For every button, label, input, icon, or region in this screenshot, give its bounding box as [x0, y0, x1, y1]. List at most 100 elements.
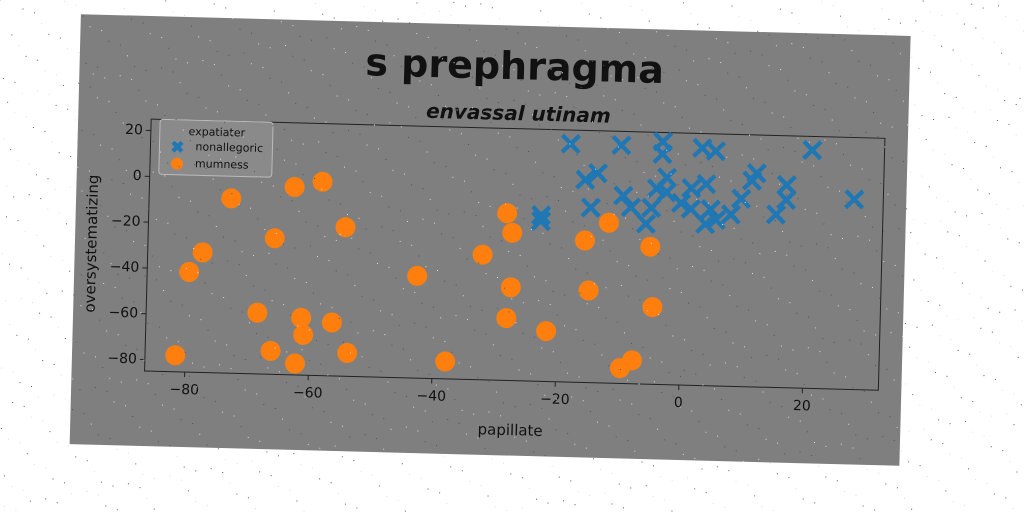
noise	[707, 202, 709, 204]
noise	[324, 236, 326, 238]
noise	[982, 7, 984, 9]
point	[598, 212, 619, 233]
y-tick-label: −80	[107, 351, 137, 368]
noise	[238, 264, 240, 266]
noise	[606, 203, 608, 205]
noise	[14, 112, 16, 114]
noise	[569, 83, 571, 85]
noise	[466, 258, 468, 260]
noise	[312, 292, 314, 294]
noise	[178, 196, 180, 198]
noise	[509, 136, 511, 138]
noise	[823, 223, 825, 225]
noise	[517, 32, 519, 34]
noise	[186, 92, 188, 94]
noise	[54, 188, 56, 190]
noise	[44, 130, 46, 132]
noise	[550, 68, 552, 70]
noise	[75, 456, 77, 458]
noise	[859, 458, 861, 460]
noise	[698, 421, 700, 423]
noise	[999, 167, 1001, 169]
noise	[125, 169, 127, 171]
noise	[521, 477, 523, 479]
noise	[724, 446, 726, 448]
noise	[140, 312, 142, 314]
noise	[167, 222, 169, 224]
y-tick-label: −40	[110, 259, 140, 276]
noise	[353, 460, 355, 462]
noise	[123, 7, 125, 9]
noise	[615, 436, 617, 438]
noise	[380, 310, 382, 312]
noise	[292, 55, 294, 57]
noise	[468, 480, 470, 482]
noise	[943, 268, 945, 270]
noise	[277, 485, 279, 487]
noise	[27, 338, 29, 340]
noise	[339, 203, 341, 205]
noise	[177, 341, 179, 343]
noise	[305, 221, 307, 223]
noise	[180, 419, 182, 421]
noise	[634, 450, 636, 452]
noise	[806, 431, 808, 433]
noise	[913, 279, 915, 281]
noise	[779, 8, 781, 10]
noise	[603, 95, 605, 97]
noise	[554, 92, 556, 94]
noise	[705, 492, 707, 494]
noise	[472, 107, 474, 109]
noise	[622, 79, 624, 81]
noise	[638, 414, 640, 416]
noise	[406, 396, 408, 398]
noise	[862, 505, 864, 507]
noise	[47, 208, 49, 210]
point	[587, 163, 609, 184]
noise	[472, 76, 474, 78]
noise	[1010, 346, 1012, 348]
noise	[131, 79, 133, 81]
noise	[127, 483, 129, 485]
noise	[915, 20, 917, 22]
noise	[760, 138, 762, 140]
noise	[335, 270, 337, 272]
noise	[50, 256, 52, 258]
noise	[328, 259, 330, 261]
noise	[335, 239, 337, 241]
noise	[884, 146, 886, 148]
noise	[171, 186, 173, 188]
noise	[841, 413, 843, 415]
noise	[726, 156, 728, 158]
noise	[784, 453, 786, 455]
noise	[227, 260, 229, 262]
point	[578, 280, 599, 301]
noise	[707, 142, 709, 144]
noise	[330, 421, 332, 423]
noise	[135, 463, 137, 465]
noise	[739, 413, 741, 415]
noise	[583, 164, 585, 166]
noise	[874, 28, 875, 29]
noise	[875, 334, 877, 336]
point	[695, 213, 716, 235]
noise	[878, 472, 880, 474]
noise	[162, 374, 164, 376]
noise	[257, 218, 259, 220]
noise	[758, 428, 760, 430]
noise	[679, 375, 681, 377]
noise	[899, 22, 901, 24]
noise	[803, 383, 805, 385]
noise	[133, 301, 135, 303]
noise	[264, 229, 266, 231]
noise	[1002, 389, 1004, 391]
noise	[160, 151, 162, 153]
noise	[566, 35, 568, 37]
noise	[983, 435, 985, 437]
noise	[470, 366, 472, 368]
noise	[716, 98, 718, 100]
noise	[769, 462, 771, 464]
noise	[125, 405, 127, 407]
point	[312, 171, 333, 192]
noise	[877, 75, 879, 77]
